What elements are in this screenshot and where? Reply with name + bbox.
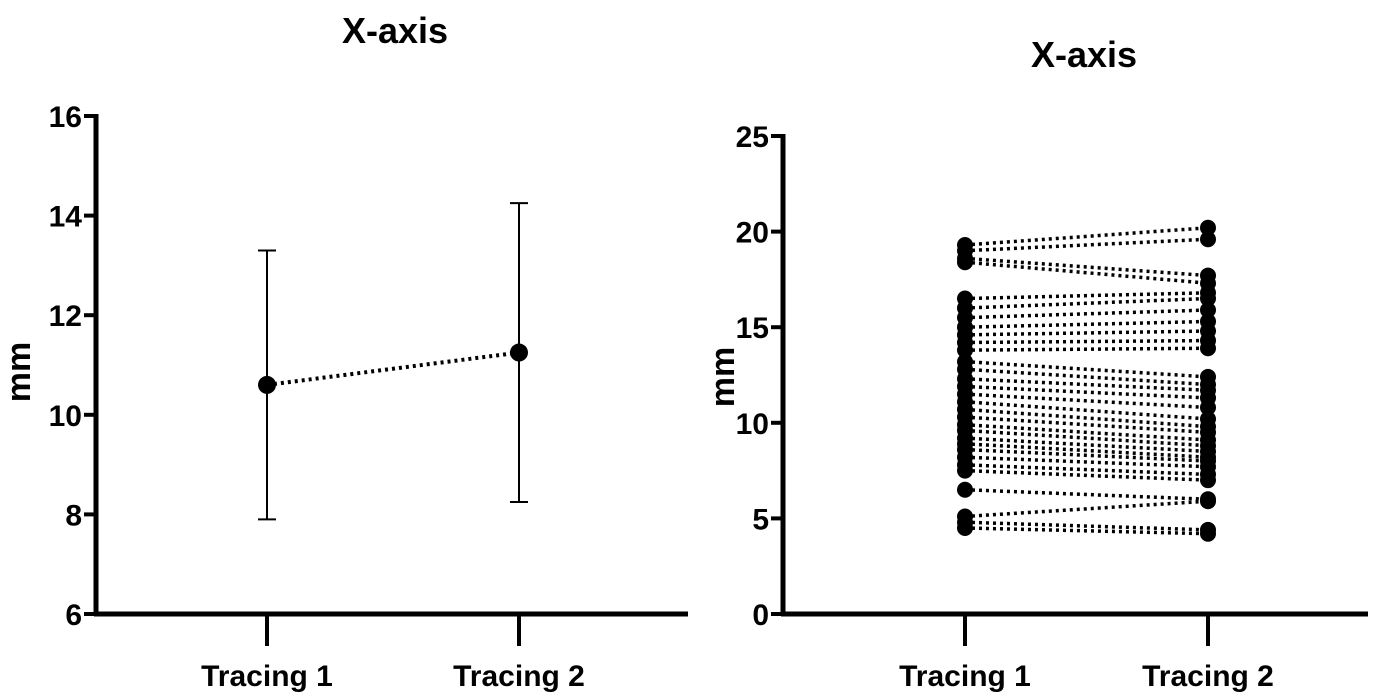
right-point-tracing-2 [1200, 219, 1216, 236]
right-pair-line [964, 226, 1209, 247]
right-pair-line [964, 291, 1209, 301]
right-pair-line [964, 338, 1209, 345]
right-y-tick-label: 15 [736, 312, 769, 345]
right-pair-line [964, 319, 1209, 329]
right-point-tracing-1 [957, 462, 973, 479]
right-pair-line [964, 487, 1209, 502]
right-pair-line [964, 526, 1209, 536]
right-pair-line [964, 384, 1209, 400]
left-y-tick-label: 6 [65, 599, 82, 632]
left-mean-connector [266, 350, 520, 387]
right-point-tracing-1 [957, 342, 973, 359]
right-marks [957, 219, 1216, 542]
left-y-tick-label: 8 [65, 499, 82, 532]
right-pair-line [964, 428, 1209, 448]
right-pair-line [964, 463, 1209, 477]
right-axes: 0 5 10 15 20 25 Tracing 1 Tracing 2 [736, 121, 1368, 693]
left-chart-title: X-axis [342, 10, 448, 51]
right-y-tick-label: 20 [736, 217, 769, 250]
right-y-tick-label: 10 [736, 408, 769, 441]
right-pair-line [964, 329, 1209, 337]
left-y-tick-label: 10 [49, 400, 82, 433]
right-pair-line [964, 256, 1209, 278]
right-y-tick-label: 0 [752, 599, 769, 632]
right-pair-line [964, 468, 1209, 482]
right-point-tracing-2 [1200, 493, 1216, 510]
right-point-tracing-2 [1200, 301, 1216, 318]
right-pair-line [964, 407, 1209, 429]
right-chart: X-axis mm 0 5 10 15 20 25 Tracing 1 Tracing 2 [704, 34, 1368, 693]
right-x-tick-label: Tracing 2 [1142, 660, 1274, 693]
right-pair-line [964, 436, 1209, 454]
right-y-tick-label: 25 [736, 121, 769, 154]
right-point-tracing-1 [957, 519, 973, 536]
right-point-tracing-1 [957, 481, 973, 498]
right-y-axis-label: mm [704, 347, 742, 407]
right-y-tick-label: 5 [752, 503, 769, 536]
right-point-tracing-2 [1200, 525, 1216, 542]
right-point-tracing-2 [1200, 472, 1216, 489]
left-x-tick-label: Tracing 1 [201, 660, 333, 693]
right-pair-line [964, 442, 1209, 459]
right-pair-line [964, 400, 1209, 421]
right-pair-line [964, 447, 1209, 463]
right-pair-line [964, 260, 1209, 285]
right-pair-line [964, 308, 1209, 320]
right-pair-line [964, 415, 1209, 435]
left-y-tick-label: 16 [49, 101, 82, 134]
left-axes: 6 8 10 12 14 16 Tracing 1 Tracing 2 [49, 101, 688, 693]
right-pair-line [964, 392, 1209, 410]
right-point-tracing-2 [1200, 231, 1216, 248]
right-point-tracing-1 [957, 254, 973, 271]
left-mean-point [258, 375, 276, 394]
left-chart: X-axis mm 6 8 10 12 14 16 Tracing 1 Tracing 2 [0, 10, 688, 693]
right-x-tick-label: Tracing 1 [899, 660, 1031, 693]
right-pair-line [964, 367, 1209, 387]
right-pair-line [964, 237, 1209, 253]
right-pair-line [964, 422, 1209, 442]
right-pair-line [964, 520, 1209, 532]
right-pair-line [964, 455, 1209, 469]
right-pair-line [964, 377, 1209, 393]
right-pair-line [964, 359, 1209, 379]
left-x-tick-label: Tracing 2 [453, 660, 585, 693]
right-chart-title: X-axis [1031, 34, 1137, 75]
right-point-tracing-2 [1200, 399, 1216, 416]
right-pair-line [964, 499, 1209, 519]
left-y-axis-label: mm [0, 342, 38, 402]
left-marks [258, 202, 528, 521]
right-pair-line [964, 296, 1209, 310]
left-mean-point [510, 343, 528, 362]
left-y-tick-label: 12 [49, 300, 82, 333]
left-y-tick-label: 14 [49, 201, 83, 234]
right-point-tracing-2 [1200, 290, 1216, 307]
right-pair-line [964, 346, 1209, 352]
right-point-tracing-2 [1200, 340, 1216, 357]
